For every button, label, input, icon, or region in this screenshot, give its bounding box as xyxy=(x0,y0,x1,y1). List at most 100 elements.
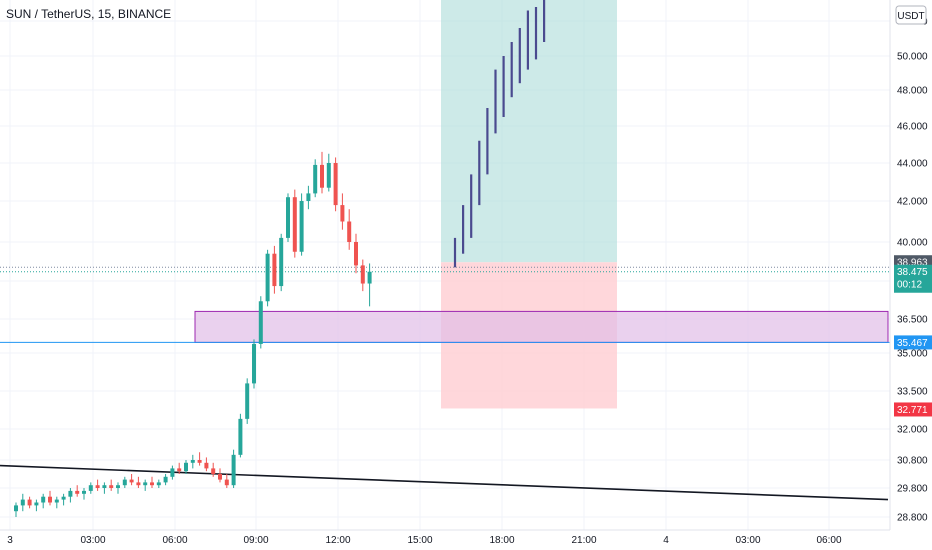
candle-body xyxy=(306,193,311,201)
candle-body xyxy=(286,197,290,238)
candle-body xyxy=(75,490,80,494)
candle-body xyxy=(143,482,148,486)
candle-body xyxy=(54,499,59,503)
candle-body xyxy=(367,271,372,284)
candle-body xyxy=(129,479,134,483)
price-tick-label: 28.800 xyxy=(897,513,928,524)
price-tick-label: 40.000 xyxy=(897,238,928,249)
time-tick-label: 06:00 xyxy=(162,535,187,546)
price-tick-label: 46.000 xyxy=(897,122,928,133)
candle-body xyxy=(326,163,331,188)
ray-price-tag-box xyxy=(894,335,932,350)
candle-body xyxy=(218,474,222,480)
candle-body xyxy=(340,205,345,222)
price-tick-label: 50.000 xyxy=(897,52,928,63)
candle-body xyxy=(34,502,39,506)
price-tick-label: 32.000 xyxy=(897,425,928,436)
candle-body xyxy=(231,454,236,486)
candles xyxy=(14,151,372,517)
candle-body xyxy=(20,499,25,506)
candle-body xyxy=(347,221,352,242)
current-price-tag-box xyxy=(894,264,932,293)
ray-price-tag-label: 35.467 xyxy=(897,338,928,349)
candle-body xyxy=(48,496,52,503)
candle-body xyxy=(320,164,324,188)
candle-body xyxy=(156,482,161,486)
position-zones xyxy=(194,0,889,409)
time-tick-label: 3 xyxy=(7,535,13,546)
candle-body xyxy=(272,253,277,287)
candle-body xyxy=(170,468,175,477)
candle-body xyxy=(224,479,229,486)
candle-body xyxy=(109,485,114,488)
currency-badge[interactable]: USDT xyxy=(895,5,927,25)
time-axis[interactable]: 3 03:00 06:00 09:00 12:00 15:00 18:00 21:00 4 03:… xyxy=(0,529,890,546)
time-tick-label: 21:00 xyxy=(571,535,596,546)
stop-price-tag: 32.771 xyxy=(894,402,932,417)
price-tick-label: 33.500 xyxy=(897,387,928,398)
price-tick-label: 42.000 xyxy=(897,197,928,208)
candle-body xyxy=(61,496,66,500)
price-tick-label: 30.800 xyxy=(897,456,928,467)
candle-body xyxy=(150,482,154,486)
candle-body xyxy=(313,164,318,194)
candle-body xyxy=(245,383,250,419)
candle-body xyxy=(197,460,202,463)
candle-body xyxy=(27,499,32,506)
candle-body xyxy=(82,490,86,494)
time-tick-label: 06:00 xyxy=(816,535,841,546)
candle-body xyxy=(122,479,127,486)
candle-body xyxy=(360,265,365,284)
stop-price-tag-label: 32.771 xyxy=(897,405,928,416)
price-tick-label: 29.800 xyxy=(897,484,928,495)
time-tick-label: 4 xyxy=(663,535,669,546)
candle-body xyxy=(102,485,107,488)
candle-body xyxy=(354,242,358,266)
candle-body xyxy=(211,468,216,474)
candle-body xyxy=(333,163,338,206)
time-tick-label: 12:00 xyxy=(325,535,350,546)
candle-body xyxy=(258,301,263,344)
time-tick-label: 03:00 xyxy=(735,535,760,546)
price-tick-label: 36.500 xyxy=(897,315,928,326)
candle-body xyxy=(190,460,195,463)
drawn-lines xyxy=(0,266,890,501)
trend-line[interactable] xyxy=(0,464,889,501)
candle-body xyxy=(299,201,304,252)
candle-body xyxy=(265,253,270,302)
candle-body xyxy=(204,462,209,469)
price-tick-label: 48.000 xyxy=(897,86,928,97)
stop-price-tag-box xyxy=(894,402,932,417)
upper-price-tag-label: 38.963 xyxy=(897,258,928,269)
candle-body xyxy=(252,343,256,384)
current-price-tag-label: 38.475 xyxy=(897,267,928,278)
candle-body xyxy=(88,485,93,491)
time-tick-label: 03:00 xyxy=(80,535,105,546)
candle-body xyxy=(95,485,100,488)
candle-body xyxy=(163,476,168,483)
countdown-label: 00:12 xyxy=(897,280,922,291)
candle-body xyxy=(136,482,141,486)
candle-body xyxy=(279,237,284,287)
price-tags: 38.963 38.475 00:12 35.467 32.771 xyxy=(894,255,932,417)
time-tick-label: 09:00 xyxy=(243,535,268,546)
candle-body xyxy=(14,505,18,512)
candle-body xyxy=(116,485,120,488)
candle-body xyxy=(184,462,188,472)
time-tick-label: 18:00 xyxy=(489,535,514,546)
currency-badge-box xyxy=(895,5,927,25)
time-tick-label: 15:00 xyxy=(407,535,432,546)
candle-body xyxy=(292,197,297,252)
price-tick-label: 44.000 xyxy=(897,159,928,170)
chart-title: SUN / TetherUS, 15, BINANCE xyxy=(6,7,172,21)
currency-badge-label: USDT xyxy=(897,11,924,22)
candle-body xyxy=(68,490,73,497)
candle-body xyxy=(238,418,243,455)
projection-bars xyxy=(453,0,546,268)
support-zone-box[interactable] xyxy=(194,310,889,343)
candle-body xyxy=(41,496,46,503)
current-price-tag: 38.475 00:12 xyxy=(894,264,932,293)
candle-body xyxy=(177,468,182,472)
price-tick-label: 35.000 xyxy=(897,349,928,360)
